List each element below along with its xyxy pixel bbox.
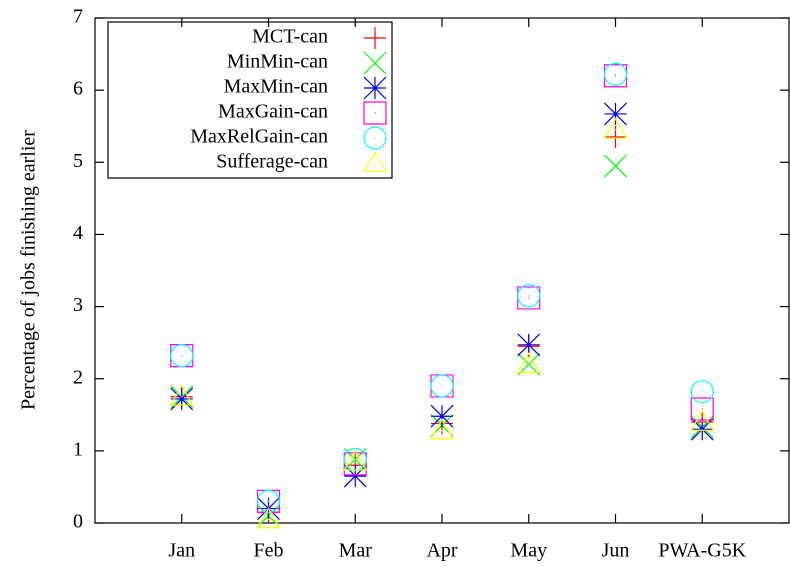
x-tick-label: Jun xyxy=(602,540,630,562)
x-tick-label: Apr xyxy=(426,540,457,562)
point xyxy=(690,417,714,441)
point xyxy=(256,507,281,529)
legend-label: MaxMin-can xyxy=(224,76,328,98)
legend-marker xyxy=(363,126,387,150)
y-tick-label: 3 xyxy=(73,294,83,316)
y-tick-label: 1 xyxy=(73,438,83,460)
point xyxy=(169,384,194,406)
point xyxy=(603,64,628,88)
legend-label: MCT-can xyxy=(252,26,328,48)
y-tick-label: 6 xyxy=(73,78,83,100)
y-tick-label: 7 xyxy=(73,6,83,28)
legend-marker xyxy=(363,51,387,75)
point xyxy=(604,154,627,178)
y-tick-label: 5 xyxy=(73,150,83,172)
point xyxy=(516,352,541,374)
y-axis-label: Percentage of jobs finishing earlier xyxy=(18,130,40,410)
legend-label: Sufferage-can xyxy=(216,151,328,173)
point xyxy=(429,418,455,440)
legend-label: MaxRelGain-can xyxy=(190,126,328,148)
point xyxy=(603,117,628,139)
point xyxy=(690,409,715,431)
point xyxy=(170,344,194,368)
legend-marker xyxy=(363,101,387,125)
y-tick-label: 4 xyxy=(73,222,83,244)
x-tick-label: Mar xyxy=(339,540,373,562)
point xyxy=(170,387,194,411)
x-tick-label: May xyxy=(510,540,547,562)
point xyxy=(603,62,628,86)
point xyxy=(343,447,367,472)
legend-marker xyxy=(362,150,388,172)
legend-marker xyxy=(363,76,387,100)
point xyxy=(690,380,714,404)
point xyxy=(517,333,541,357)
point xyxy=(343,449,368,471)
x-tick-label: Jan xyxy=(168,540,195,562)
legend-box xyxy=(107,21,393,179)
legend-label: MinMin-can xyxy=(227,51,328,73)
point xyxy=(517,284,541,308)
x-tick-label: PWA-G5K xyxy=(658,540,746,562)
legend-label: MaxGain-can xyxy=(218,101,328,123)
plot-frame xyxy=(94,17,790,524)
point xyxy=(517,286,541,310)
point xyxy=(343,452,367,476)
point xyxy=(430,374,454,398)
x-tick-label: Feb xyxy=(254,540,284,562)
point xyxy=(256,489,281,513)
point xyxy=(690,397,714,421)
legend-marker xyxy=(364,27,386,49)
point xyxy=(604,102,627,126)
point xyxy=(430,404,454,428)
point xyxy=(343,464,367,488)
y-tick-label: 2 xyxy=(73,366,83,388)
y-tick-label: 0 xyxy=(73,511,83,533)
